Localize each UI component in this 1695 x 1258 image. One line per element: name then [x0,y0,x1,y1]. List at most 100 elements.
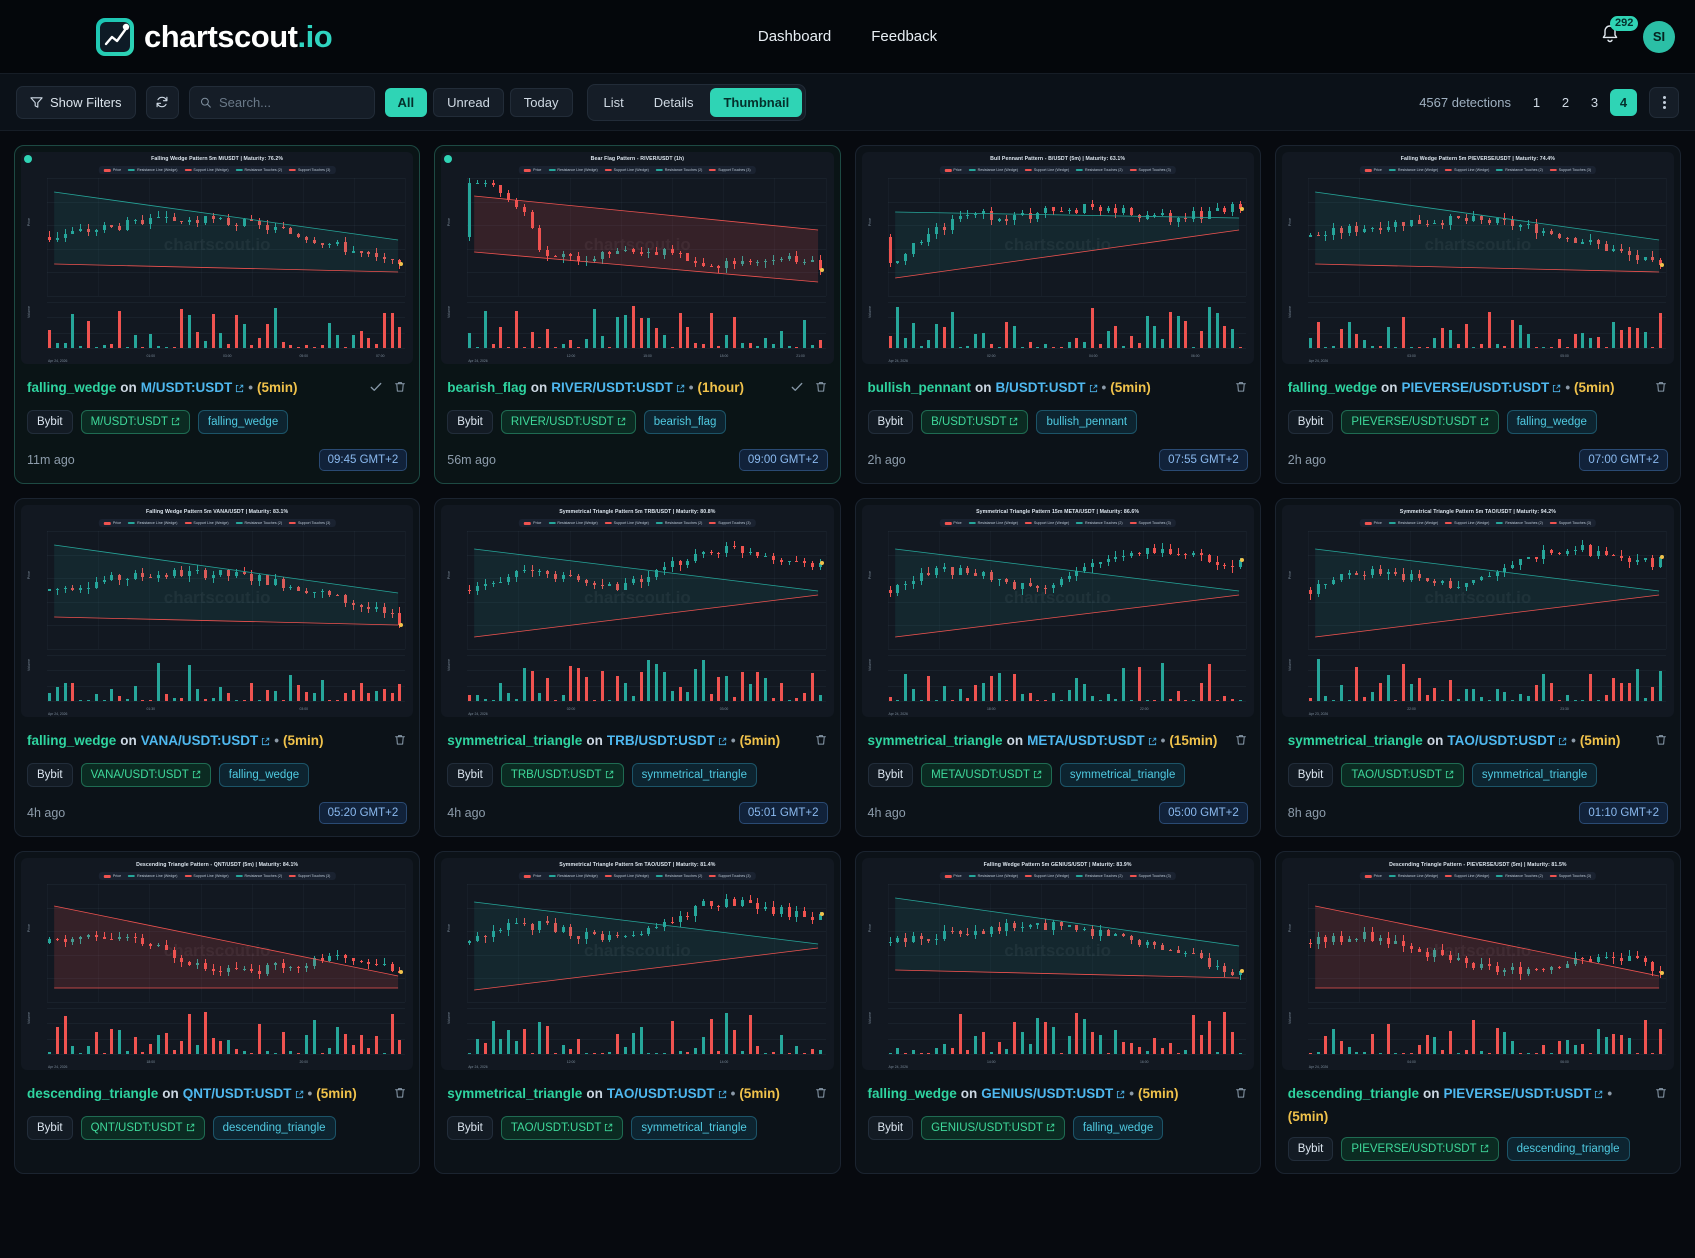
brand-logo[interactable]: chartscout.io [96,17,333,56]
chart-thumbnail[interactable]: Symmetrical Triangle Pattern 5m TAO/USDT… [1281,505,1674,717]
delete-icon[interactable] [1234,1086,1248,1105]
chart-thumbnail[interactable]: Falling Wedge Pattern 5m GENIUS/USDT | M… [861,858,1254,1070]
kebab-menu-icon[interactable] [1649,86,1679,118]
pattern-tag[interactable]: falling_wedge [1072,1116,1164,1140]
exchange-tag[interactable]: Bybit [1287,763,1334,787]
view-details-button[interactable]: Details [641,88,707,117]
pattern-name[interactable]: falling_wedge [867,1086,957,1101]
exchange-tag[interactable]: Bybit [447,410,493,434]
exchange-tag[interactable]: Bybit [27,763,73,787]
symbol-link[interactable]: TRB/USDT:USDT [607,731,727,750]
detection-card[interactable]: Descending Triangle Pattern - QNT/USDT (… [14,851,421,1174]
detection-card[interactable]: Falling Wedge Pattern 5m GENIUS/USDT | M… [854,851,1261,1174]
symbol-link[interactable]: M/USDT:USDT [141,378,245,397]
delete-icon[interactable] [814,380,828,399]
mark-read-icon[interactable] [369,380,383,399]
symbol-link[interactable]: TAO/USDT:USDT [1447,731,1567,750]
chart-thumbnail[interactable]: Bear Flag Pattern - RIVER/USDT (1h) Price… [441,152,834,364]
mark-read-icon[interactable] [790,380,804,399]
detection-card[interactable]: Falling Wedge Pattern 5m PIEVERSE/USDT |… [1274,145,1681,484]
symbol-link[interactable]: PIEVERSE/USDT:USDT [1444,1084,1604,1103]
exchange-tag[interactable]: Bybit [867,1116,914,1140]
pattern-tag[interactable]: falling_wedge [1506,410,1597,434]
exchange-tag[interactable]: Bybit [1287,1137,1334,1161]
page-4-button[interactable]: 4 [1610,88,1637,116]
filter-unread-button[interactable]: Unread [433,87,504,117]
symbol-tag[interactable]: GENIUS/USDT:USDT [921,1116,1065,1140]
chart-thumbnail[interactable]: Descending Triangle Pattern - QNT/USDT (… [21,858,414,1070]
pattern-tag[interactable]: falling_wedge [218,763,310,787]
page-3-button[interactable]: 3 [1590,94,1599,110]
chart-thumbnail[interactable]: Falling Wedge Pattern 5m M/USDT | Maturi… [21,152,414,364]
pattern-tag[interactable]: symmetrical_triangle [631,1116,757,1140]
filter-today-button[interactable]: Today [509,87,573,117]
detection-card[interactable]: Symmetrical Triangle Pattern 5m TRB/USDT… [434,498,841,837]
pattern-tag[interactable]: symmetrical_triangle [1059,763,1186,787]
detection-card[interactable]: Bear Flag Pattern - RIVER/USDT (1h) Price… [434,145,841,484]
delete-icon[interactable] [1654,733,1668,752]
delete-icon[interactable] [1654,380,1668,399]
symbol-tag[interactable]: M/USDT:USDT [80,410,190,434]
symbol-tag[interactable]: TAO/USDT:USDT [1341,763,1464,787]
exchange-tag[interactable]: Bybit [867,410,914,434]
delete-icon[interactable] [814,1086,828,1105]
detection-card[interactable]: Symmetrical Triangle Pattern 5m TAO/USDT… [434,851,841,1174]
detection-card[interactable]: Falling Wedge Pattern 5m VANA/USDT | Mat… [14,498,421,837]
pattern-name[interactable]: symmetrical_triangle [447,733,583,748]
symbol-tag[interactable]: PIEVERSE/USDT:USDT [1341,410,1499,434]
pattern-name[interactable]: symmetrical_triangle [447,1086,583,1101]
symbol-tag[interactable]: B/USDT:USDT [921,410,1029,434]
detection-card[interactable]: Symmetrical Triangle Pattern 15m META/US… [854,498,1261,837]
view-thumbnail-button[interactable]: Thumbnail [710,87,803,117]
symbol-tag[interactable]: META/USDT:USDT [921,763,1052,787]
delete-icon[interactable] [814,733,828,752]
symbol-link[interactable]: PIEVERSE/USDT:USDT [1402,378,1562,397]
symbol-tag[interactable]: TAO/USDT:USDT [500,1116,624,1140]
view-list-button[interactable]: List [591,88,637,117]
detection-card[interactable]: Symmetrical Triangle Pattern 5m TAO/USDT… [1274,498,1681,837]
chart-thumbnail[interactable]: Bull Pennant Pattern - B/USDT (5m) | Mat… [861,152,1254,364]
page-1-button[interactable]: 1 [1532,94,1541,110]
chart-thumbnail[interactable]: Symmetrical Triangle Pattern 15m META/US… [861,505,1254,717]
symbol-tag[interactable]: RIVER/USDT:USDT [500,410,636,434]
search-box[interactable] [188,85,375,119]
chart-thumbnail[interactable]: Symmetrical Triangle Pattern 5m TAO/USDT… [441,858,834,1070]
pattern-name[interactable]: falling_wedge [27,733,117,748]
symbol-link[interactable]: QNT/USDT:USDT [183,1084,304,1103]
chart-thumbnail[interactable]: Falling Wedge Pattern 5m VANA/USDT | Mat… [21,505,414,717]
exchange-tag[interactable]: Bybit [27,1116,73,1140]
chart-thumbnail[interactable]: Falling Wedge Pattern 5m PIEVERSE/USDT |… [1281,152,1674,364]
filter-all-button[interactable]: All [384,87,428,117]
pattern-tag[interactable]: symmetrical_triangle [1471,763,1598,787]
symbol-tag[interactable]: PIEVERSE/USDT:USDT [1341,1137,1499,1161]
exchange-tag[interactable]: Bybit [27,410,73,434]
pattern-tag[interactable]: descending_triangle [1506,1137,1630,1161]
pattern-tag[interactable]: bullish_pennant [1036,410,1138,434]
delete-icon[interactable] [393,1086,407,1105]
symbol-tag[interactable]: TRB/USDT:USDT [500,763,624,787]
exchange-tag[interactable]: Bybit [867,763,914,787]
page-2-button[interactable]: 2 [1561,94,1570,110]
pattern-name[interactable]: symmetrical_triangle [867,733,1003,748]
pattern-name[interactable]: bullish_pennant [867,380,972,395]
search-input[interactable] [218,94,364,110]
symbol-link[interactable]: VANA/USDT:USDT [141,731,271,750]
symbol-tag[interactable]: QNT/USDT:USDT [80,1116,205,1140]
delete-icon[interactable] [1234,733,1248,752]
detection-card[interactable]: Descending Triangle Pattern - PIEVERSE/U… [1274,851,1681,1174]
pattern-name[interactable]: descending_triangle [27,1086,159,1101]
pattern-name[interactable]: descending_triangle [1287,1086,1420,1101]
delete-icon[interactable] [1234,380,1248,399]
pattern-tag[interactable]: symmetrical_triangle [631,763,758,787]
pattern-name[interactable]: symmetrical_triangle [1287,733,1423,748]
symbol-tag[interactable]: VANA/USDT:USDT [80,763,211,787]
pattern-name[interactable]: bearish_flag [447,380,527,395]
exchange-tag[interactable]: Bybit [447,1116,493,1140]
pattern-tag[interactable]: bearish_flag [643,410,727,434]
nav-dashboard[interactable]: Dashboard [757,28,832,45]
delete-icon[interactable] [393,380,407,399]
refresh-button[interactable] [145,85,179,119]
pattern-tag[interactable]: descending_triangle [212,1116,336,1140]
symbol-link[interactable]: GENIUS/USDT:USDT [981,1084,1125,1103]
delete-icon[interactable] [393,733,407,752]
